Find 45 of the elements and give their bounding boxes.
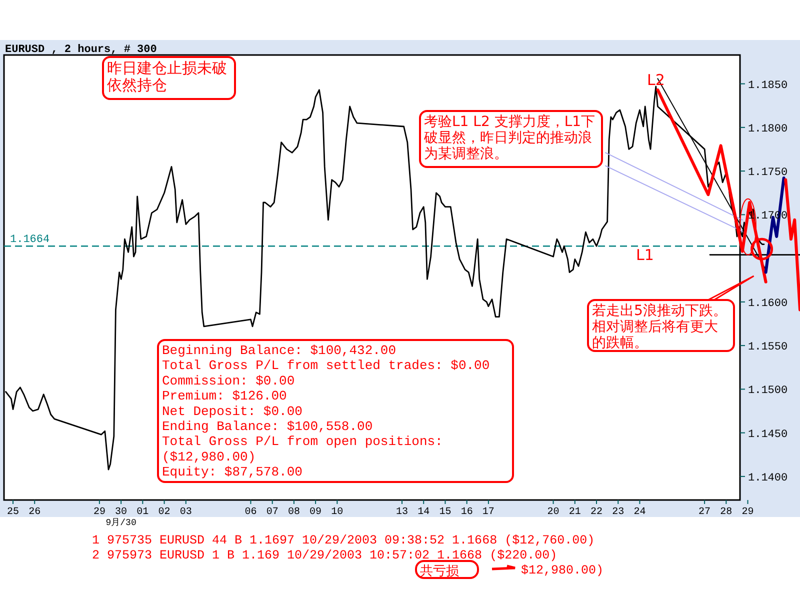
x-tick-label: 22 — [590, 507, 603, 518]
ref-line-label: 1.1664 — [10, 234, 50, 246]
text: $12,980.00) — [521, 564, 604, 578]
x-tick-label: 10 — [331, 507, 344, 518]
x-tick-label: 13 — [396, 507, 408, 518]
annotation: L1 — [636, 246, 654, 264]
x-tick-label: 03 — [180, 507, 192, 518]
x-tick-label: 02 — [158, 507, 170, 518]
x-tick-label: 17 — [482, 507, 494, 518]
x-tick-label: 06 — [244, 507, 257, 518]
x-tick-label: 24 — [634, 507, 646, 518]
annotation: 昨日建仓止损未破依然持仓 — [107, 59, 227, 94]
y-tick-label: 1.1850 — [748, 80, 788, 92]
x-tick-label: 28 — [720, 507, 732, 518]
x-tick-label: 27 — [698, 507, 711, 518]
y-tick-label: 1.1750 — [748, 167, 788, 180]
x-tick-label: 23 — [612, 507, 624, 518]
text: Beginning Balance: $100,432.00 Total Gross P/L from settled trades: $0.00 Commission: $0.00 Premium: $126.00 Net Deposit: $0.00 Ending Balance: $100,558.00 Total Gross P/L from open positions: ($12,980.00) Equity: $87,578.00 — [162, 343, 490, 480]
x-tick-label: 08 — [288, 507, 300, 518]
y-tick-label: 1.1450 — [748, 428, 788, 441]
annotation: L2 — [647, 71, 665, 89]
annotation: 考验L1 L2 支撑力度，L1下破显然，昨日判定的推动浪为某调整浪。 — [423, 114, 596, 162]
y-tick-label: 1.1550 — [748, 342, 788, 354]
x-tick-label: 29 — [742, 507, 754, 518]
chart-title: EURUSD , 2 hours, # 300 — [5, 44, 157, 56]
x-tick-label: 07 — [266, 507, 278, 518]
x-tick-label: 16 — [460, 507, 473, 518]
x-tick-label: 21 — [568, 507, 581, 518]
y-tick-label: 1.1500 — [748, 385, 788, 398]
x-tick-label: 26 — [28, 507, 41, 518]
x-tick-label: 01 — [136, 507, 149, 518]
x-tick-label: 14 — [418, 507, 430, 518]
x-tick-label: 30 9月/30 — [106, 507, 136, 528]
y-tick-label: 1.1800 — [748, 123, 788, 136]
y-tick-label: 1.1600 — [748, 298, 788, 310]
text: 1 975735 EURUSD 44 B 1.1697 10/29/2003 09:38:52 1.1668 ($12,760.00) — [92, 534, 595, 548]
text: 共亏损 — [420, 564, 459, 579]
x-tick-label: 25 — [6, 507, 20, 518]
x-tick-label: 15 — [439, 507, 452, 518]
y-tick-label: 1.1400 — [748, 472, 788, 484]
x-tick-label: 29 — [93, 507, 106, 518]
x-tick-label: 20 — [547, 507, 560, 518]
x-tick-label: 09 — [310, 507, 322, 518]
annotation: 若走出5浪推动下跌。相对调整后将有更大的跌幅。 — [592, 303, 727, 351]
text: 2 975973 EURUSD 1 B 1.169 10/29/2003 10:57:02 1.1668 ($220.00) — [92, 548, 558, 562]
